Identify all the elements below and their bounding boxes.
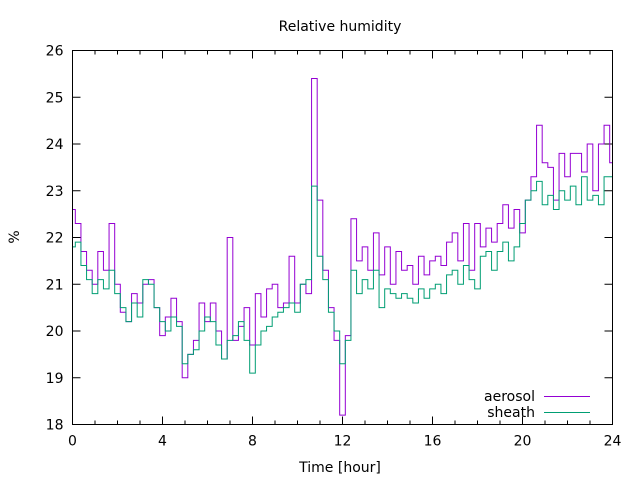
y-tick-label: 23 [46, 184, 64, 200]
y-tick-label: 20 [46, 324, 64, 340]
y-tick-label: 21 [46, 277, 64, 293]
x-tick-label: 8 [248, 434, 257, 450]
y-axis-label: % [7, 230, 23, 243]
y-tick-label: 22 [46, 231, 64, 247]
series-line-aerosol [72, 78, 613, 416]
plot-frame [72, 50, 613, 425]
series-line-sheath [72, 176, 613, 374]
chart-title: Relative humidity [279, 19, 402, 35]
y-tick-label: 18 [46, 418, 64, 434]
x-tick-label: 16 [424, 434, 442, 450]
y-tick-label: 25 [46, 90, 64, 106]
x-tick-label: 12 [334, 434, 352, 450]
legend-label-aerosol: aerosol [484, 389, 535, 405]
y-tick-label: 24 [46, 137, 64, 153]
x-axis-label: Time [hour] [298, 460, 381, 476]
legend-label-sheath: sheath [487, 405, 535, 421]
y-tick-label: 19 [46, 371, 64, 387]
x-tick-label: 0 [68, 434, 77, 450]
x-tick-label: 24 [604, 434, 622, 450]
x-tick-label: 4 [158, 434, 167, 450]
x-tick-label: 20 [514, 434, 532, 450]
y-tick-label: 26 [46, 44, 64, 60]
